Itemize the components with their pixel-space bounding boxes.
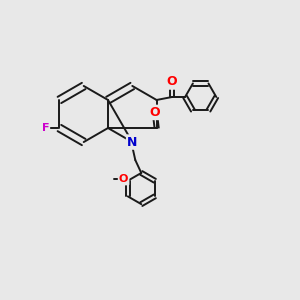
Text: O: O bbox=[119, 174, 128, 184]
Text: F: F bbox=[42, 123, 49, 133]
Text: O: O bbox=[167, 76, 178, 88]
Text: O: O bbox=[150, 106, 160, 119]
Text: N: N bbox=[127, 136, 137, 148]
